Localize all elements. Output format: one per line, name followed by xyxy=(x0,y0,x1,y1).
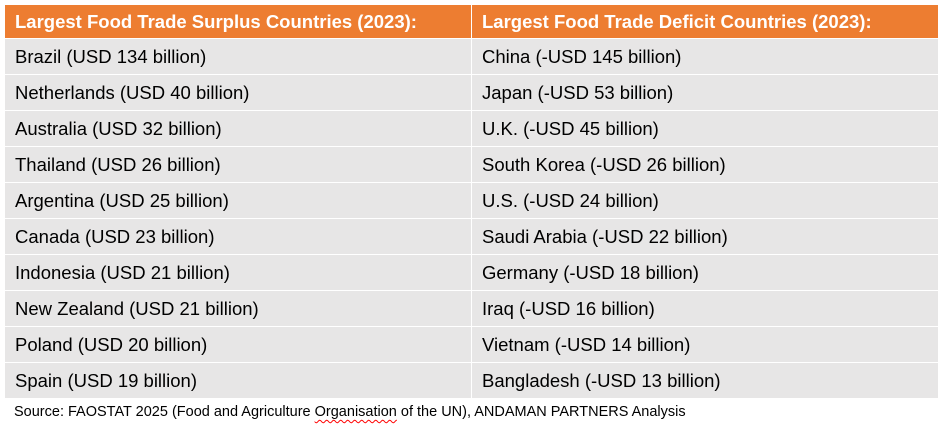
source-text-before: Source: FAOSTAT 2025 (Food and Agricultu… xyxy=(14,404,315,420)
deficit-cell: Japan (-USD 53 billion) xyxy=(471,74,939,111)
table-row: Canada (USD 23 billion) Saudi Arabia (-U… xyxy=(4,218,939,255)
deficit-cell: Germany (-USD 18 billion) xyxy=(471,254,939,291)
table-row: Thailand (USD 26 billion) South Korea (-… xyxy=(4,146,939,183)
surplus-column-header: Largest Food Trade Surplus Countries (20… xyxy=(4,4,472,39)
deficit-cell: U.K. (-USD 45 billion) xyxy=(471,110,939,147)
table-row: Australia (USD 32 billion) U.K. (-USD 45… xyxy=(4,110,939,147)
surplus-cell: Canada (USD 23 billion) xyxy=(4,218,472,255)
surplus-cell: New Zealand (USD 21 billion) xyxy=(4,290,472,327)
table-header-row: Largest Food Trade Surplus Countries (20… xyxy=(4,4,939,39)
deficit-cell: Bangladesh (-USD 13 billion) xyxy=(471,362,939,399)
deficit-cell: China (-USD 145 billion) xyxy=(471,38,939,75)
surplus-cell: Argentina (USD 25 billion) xyxy=(4,182,472,219)
surplus-cell: Thailand (USD 26 billion) xyxy=(4,146,472,183)
table-row: Argentina (USD 25 billion) U.S. (-USD 24… xyxy=(4,182,939,219)
surplus-cell: Brazil (USD 134 billion) xyxy=(4,38,472,75)
deficit-cell: U.S. (-USD 24 billion) xyxy=(471,182,939,219)
table-row: New Zealand (USD 21 billion) Iraq (-USD … xyxy=(4,290,939,327)
surplus-cell: Poland (USD 20 billion) xyxy=(4,326,472,363)
deficit-column-header: Largest Food Trade Deficit Countries (20… xyxy=(471,4,939,39)
table-row: Indonesia (USD 21 billion) Germany (-USD… xyxy=(4,254,939,291)
food-trade-table: Largest Food Trade Surplus Countries (20… xyxy=(4,4,939,399)
table-row: Netherlands (USD 40 billion) Japan (-USD… xyxy=(4,74,939,111)
spellcheck-flagged-word[interactable]: Organisation xyxy=(314,404,397,420)
surplus-cell: Spain (USD 19 billion) xyxy=(4,362,472,399)
deficit-cell: Vietnam (-USD 14 billion) xyxy=(471,326,939,363)
deficit-cell: Iraq (-USD 16 billion) xyxy=(471,290,939,327)
table-row: Poland (USD 20 billion) Vietnam (-USD 14… xyxy=(4,326,939,363)
surplus-cell: Australia (USD 32 billion) xyxy=(4,110,472,147)
table-row: Brazil (USD 134 billion) China (-USD 145… xyxy=(4,38,939,75)
surplus-cell: Indonesia (USD 21 billion) xyxy=(4,254,472,291)
deficit-cell: South Korea (-USD 26 billion) xyxy=(471,146,939,183)
table-row: Spain (USD 19 billion) Bangladesh (-USD … xyxy=(4,362,939,399)
deficit-cell: Saudi Arabia (-USD 22 billion) xyxy=(471,218,939,255)
source-text-after: of the UN), ANDAMAN PARTNERS Analysis xyxy=(396,404,686,420)
surplus-cell: Netherlands (USD 40 billion) xyxy=(4,74,472,111)
source-note: Source: FAOSTAT 2025 (Food and Agricultu… xyxy=(14,404,686,420)
